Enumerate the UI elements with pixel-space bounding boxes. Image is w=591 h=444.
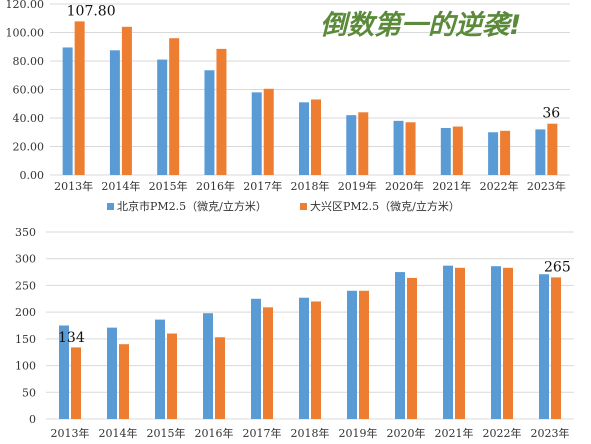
y-tick-label: 0.00 [20, 169, 45, 182]
data-label: 134 [58, 330, 85, 346]
y-tick-label: 350 [15, 226, 36, 239]
bar-beijing-9 [491, 266, 501, 419]
x-tick-label: 2014年 [99, 426, 138, 440]
x-tick-label: 2019年 [338, 179, 377, 193]
bar-daxing-9 [500, 130, 511, 175]
legend-label: 北京市PM2.5（微克/立方米） [117, 199, 267, 213]
y-tick-label: 250 [15, 279, 36, 292]
y-tick-label: 100 [15, 360, 36, 373]
bar-daxing-1 [121, 26, 132, 175]
bar-beijing-8 [443, 265, 453, 419]
y-tick-label: 60.00 [13, 84, 45, 97]
y-tick-label: 20.00 [13, 141, 45, 154]
bar-beijing-5 [299, 102, 309, 175]
bar-daxing-5 [311, 301, 321, 419]
bar-daxing-10 [547, 123, 558, 175]
bar-beijing-6 [346, 115, 357, 175]
bar-daxing-0 [74, 21, 85, 176]
x-tick-label: 2017年 [243, 426, 282, 440]
bar-daxing-6 [359, 290, 369, 419]
x-tick-label: 2018年 [291, 426, 330, 440]
x-tick-label: 2021年 [435, 426, 474, 440]
x-tick-label: 2023年 [531, 426, 570, 440]
bar-beijing-0 [59, 325, 69, 419]
bar-daxing-3 [215, 337, 225, 419]
y-tick-label: 150 [15, 333, 36, 346]
bar-beijing-3 [203, 313, 213, 419]
bar-daxing-2 [167, 333, 177, 419]
bar-beijing-1 [107, 327, 117, 419]
bar-daxing-1 [119, 344, 129, 419]
y-tick-label: 100.00 [6, 27, 45, 40]
x-tick-label: 2015年 [149, 179, 188, 193]
bar-daxing-10 [551, 277, 561, 419]
data-label: 107.80 [67, 3, 116, 19]
bar-beijing-0 [62, 47, 73, 175]
x-tick-label: 2013年 [51, 426, 90, 440]
bar-daxing-3 [216, 48, 227, 176]
x-tick-label: 2019年 [339, 426, 378, 440]
headline-text: 倒数第一的逆袭! [320, 10, 521, 41]
y-tick-label: 300 [15, 253, 36, 266]
bar-beijing-6 [347, 290, 357, 419]
bar-beijing-4 [251, 298, 261, 419]
bar-daxing-6 [358, 112, 369, 175]
x-tick-label: 2013年 [54, 179, 93, 193]
x-tick-label: 2021年 [432, 179, 471, 193]
bar-daxing-7 [407, 277, 417, 419]
bar-daxing-4 [263, 88, 274, 175]
legend-label: 大兴区PM2.5（微克/立方米） [310, 199, 460, 213]
bar-daxing-5 [311, 99, 321, 175]
bar-beijing-8 [440, 127, 451, 175]
bar-beijing-7 [395, 272, 405, 419]
x-tick-label: 2018年 [291, 179, 330, 193]
x-tick-label: 2020年 [387, 426, 426, 440]
x-tick-label: 2023年 [527, 179, 566, 193]
chart-top-pm25: 0.00 20.00 40.00 60.00 80.00 100.00 120.00 2013… [6, 0, 570, 213]
bar-beijing-9 [488, 132, 499, 175]
bar-daxing-7 [405, 122, 416, 175]
y-tick-label: 120.00 [6, 0, 45, 11]
y-tick-label: 50 [22, 386, 36, 399]
bar-beijing-10 [535, 129, 546, 175]
bar-beijing-3 [204, 70, 215, 175]
legend-swatch [107, 203, 114, 210]
x-tick-label: 2015年 [147, 426, 186, 440]
bar-beijing-10 [539, 274, 549, 419]
x-tick-label: 2022年 [480, 179, 519, 193]
x-tick-label: 2014年 [101, 179, 140, 193]
bar-beijing-2 [155, 319, 165, 419]
bar-beijing-5 [299, 297, 309, 419]
y-tick-label: 40.00 [13, 112, 45, 125]
x-tick-label: 2020年 [385, 179, 424, 193]
bar-daxing-4 [263, 307, 273, 419]
bar-daxing-2 [169, 38, 180, 176]
x-tick-label: 2016年 [195, 426, 234, 440]
bar-daxing-8 [455, 267, 465, 419]
bar-beijing-7 [393, 120, 404, 175]
y-tick-label: 0 [29, 413, 36, 426]
chart-bottom: 0 50 100 150 200 250 300 350 2013年 2014年 2015年 2016… [15, 226, 574, 440]
data-label: 36 [542, 106, 560, 122]
y-tick-label: 80.00 [13, 55, 45, 68]
bar-daxing-0 [71, 347, 81, 419]
bar-beijing-1 [109, 50, 120, 175]
x-tick-label: 2017年 [243, 179, 282, 193]
x-tick-label: 2022年 [483, 426, 522, 440]
y-tick-label: 200 [15, 306, 36, 319]
bar-beijing-4 [251, 92, 262, 175]
bar-daxing-9 [503, 267, 513, 419]
bar-daxing-8 [452, 126, 463, 175]
x-tick-label: 2016年 [196, 179, 235, 193]
data-label: 265 [544, 259, 571, 275]
legend-swatch [300, 203, 307, 210]
bar-beijing-2 [157, 59, 168, 176]
